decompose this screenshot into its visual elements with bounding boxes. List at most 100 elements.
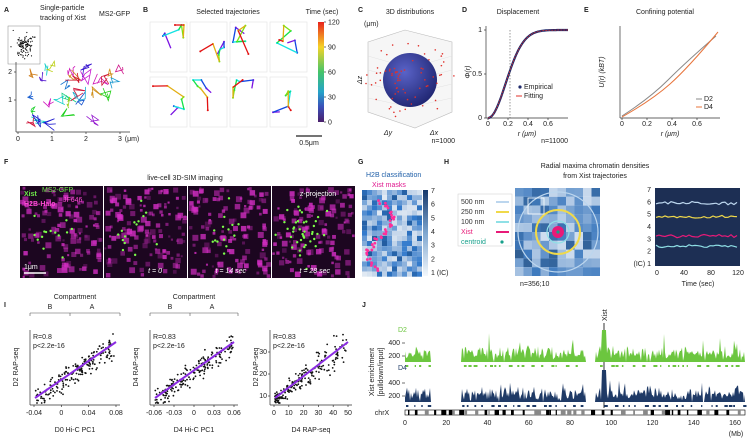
mosaic-cell [367,231,372,236]
scatter-point [102,343,104,345]
xist-spot [304,244,306,246]
scatter-point [307,369,309,371]
compartment-label: A [90,304,95,311]
scatter-point [96,351,98,353]
speckle [334,255,338,259]
chromosome-band [556,410,557,415]
peak-call [615,405,619,407]
speckle [37,241,40,244]
mosaic-cell [377,256,382,261]
scatter-point [41,402,43,404]
peak-call [668,365,670,367]
scatter-point [63,386,65,388]
mosaic-cell [402,236,407,241]
x-axis-label: Time (sec) [682,281,715,288]
speckle [176,207,178,209]
point [397,80,399,82]
speckle [290,196,294,200]
stat-label: R=0.8 [33,334,52,341]
inset-point [27,46,28,47]
speckle [62,239,64,241]
peak-call [682,405,684,407]
scatter-point [212,364,214,366]
panel-letter: I [4,302,6,309]
xist-spot [214,239,216,241]
scatter-point [335,354,337,356]
xist-spot [309,240,311,242]
mosaic-cell [372,205,377,210]
chromosome-band [549,410,551,415]
x-axis-label: D4 RAP-seq [292,427,331,434]
x-tick-label: 0 [59,410,63,417]
speckle [289,261,291,263]
scatter-point [104,362,106,364]
inset-point [26,47,27,48]
scatter-point [337,357,339,359]
speckle [83,192,87,196]
xist-spot [216,240,218,242]
speckle [175,215,181,221]
speckle [182,240,185,243]
xist-spot [33,234,35,236]
mosaic-cell [412,256,417,261]
speckle [199,189,204,194]
mosaic-cell [397,241,402,246]
scatter-point [108,342,110,344]
speckle [204,243,209,248]
xist-spot [311,231,313,233]
peak-call [604,405,608,407]
speckle [279,260,284,265]
speckle [219,196,224,201]
speckle [112,198,117,203]
speckle [331,274,334,277]
scatter-point [50,389,52,391]
speckle [217,262,220,265]
speckle [178,226,181,229]
compartment-label: B [168,304,173,311]
mosaic-cell [532,206,541,215]
scatter-point [60,392,62,394]
speckle [219,236,222,239]
point [422,105,424,107]
overlay-label: Xist masks [372,182,406,189]
speckle [327,236,330,239]
speckle [29,228,31,230]
scatter-point [171,390,173,392]
speckle [277,207,279,209]
y-axis-label: [pulldown/input] [378,348,385,397]
scatter-point [203,378,205,380]
speckle [346,229,351,234]
chromosome-band [464,410,467,415]
peak-call [576,365,578,367]
speckle [329,247,334,252]
speckle [171,257,174,260]
mosaic-cell [367,226,372,231]
mosaic-cell [377,221,382,226]
speckle [285,258,287,260]
peak-call [498,405,501,407]
y-tick-label: 200 [388,393,400,400]
scatter-point [341,357,343,359]
mosaic-cell [377,205,382,210]
inset-point [27,55,28,56]
panel-letter: B [143,7,148,14]
inset-point [30,48,31,49]
mosaic-cell [524,267,533,276]
x-tick-label: 160 [729,420,741,427]
speckle [147,196,151,200]
mosaic-cell [566,223,575,232]
speckle [234,238,236,240]
speckle [153,204,158,209]
mosaic-cell [402,200,407,205]
peak-call [406,405,408,407]
speckle [89,215,94,220]
mosaic-cell [392,261,397,266]
mosaic-cell [392,272,397,277]
trend-line [155,342,234,398]
x-tick-label: 40 [680,270,688,277]
trajectory [116,65,124,74]
speckle [127,221,131,225]
xist-mask [380,236,383,239]
scatter-point [203,358,205,360]
scatter-point [345,339,347,341]
